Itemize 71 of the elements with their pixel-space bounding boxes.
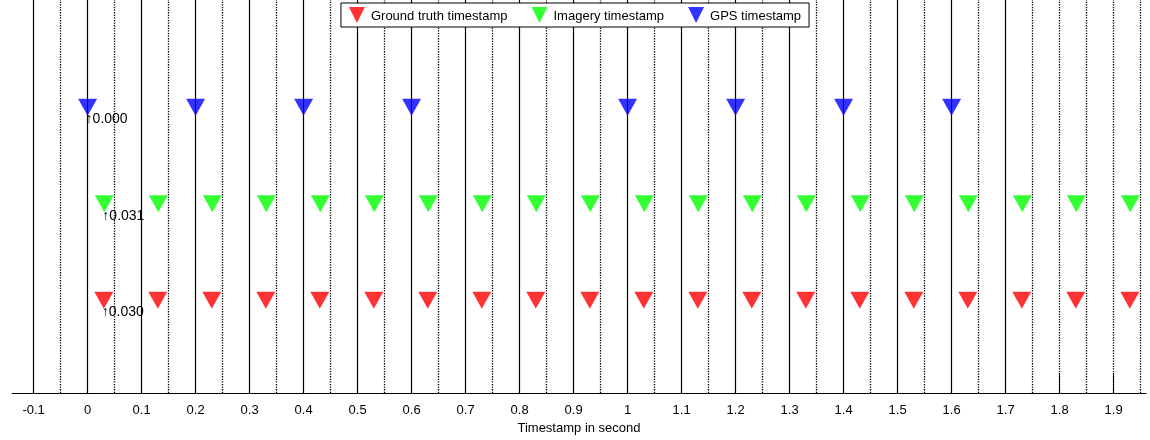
point	[958, 291, 978, 309]
point	[148, 195, 168, 213]
x-tick-label: 1.2	[726, 402, 745, 417]
x-axis-title: Timestamp in second	[517, 419, 641, 435]
x-tick-label: 0.9	[564, 402, 583, 417]
point	[186, 98, 206, 116]
point	[618, 98, 638, 116]
point	[256, 195, 276, 213]
x-tick-label: 1.9	[1104, 402, 1123, 417]
x-tick-label: 0.3	[240, 402, 259, 417]
point	[418, 291, 438, 309]
point	[310, 195, 330, 213]
point	[148, 291, 168, 309]
point	[1012, 291, 1032, 309]
point	[942, 98, 962, 116]
point	[958, 195, 978, 213]
legend-label: Ground truth timestamp	[370, 7, 508, 23]
x-tick-label: 0.2	[186, 402, 205, 417]
point	[1120, 195, 1140, 213]
x-tick-label: 0.1	[132, 402, 151, 417]
x-tick-label: 1.5	[888, 402, 907, 417]
point	[1012, 195, 1032, 213]
point	[742, 195, 762, 213]
x-tick-label: 0.4	[294, 402, 313, 417]
point	[256, 291, 276, 309]
point	[742, 291, 762, 309]
point	[402, 98, 422, 116]
legend-label: Imagery timestamp	[553, 7, 665, 23]
point	[688, 195, 708, 213]
x-tick-label: 1.6	[942, 402, 961, 417]
point	[834, 98, 854, 116]
point	[688, 291, 708, 309]
x-tick-label: 1.8	[1050, 402, 1069, 417]
point	[526, 291, 546, 309]
x-tick-label: 1.1	[672, 402, 691, 417]
point	[1120, 291, 1140, 309]
point	[634, 195, 654, 213]
x-tick-label: 0	[83, 402, 92, 417]
x-tick-label: 1	[623, 402, 632, 417]
point	[202, 195, 222, 213]
x-tick-label: 1.7	[996, 402, 1015, 417]
point	[310, 291, 330, 309]
point	[202, 291, 222, 309]
point	[472, 195, 492, 213]
point	[580, 291, 600, 309]
x-tick-label: 0.5	[348, 402, 367, 417]
annotation: ↑0.000	[85, 110, 128, 127]
point	[472, 291, 492, 309]
point	[796, 291, 816, 309]
point	[850, 291, 870, 309]
x-tick-label: 0.8	[510, 402, 529, 417]
x-tick-label: 1.4	[834, 402, 853, 417]
point	[580, 195, 600, 213]
point	[364, 291, 384, 309]
x-tick-label: 0.6	[402, 402, 421, 417]
point	[850, 195, 870, 213]
x-tick-label: 1.3	[780, 402, 799, 417]
point	[1066, 195, 1086, 213]
point	[904, 291, 924, 309]
x-tick-label: 0.7	[456, 402, 475, 417]
point	[364, 195, 384, 213]
legend-label: GPS timestamp	[710, 7, 802, 23]
point	[294, 98, 314, 116]
point	[634, 291, 654, 309]
point	[1066, 291, 1086, 309]
point	[796, 195, 816, 213]
point	[726, 98, 746, 116]
point	[904, 195, 924, 213]
point	[418, 195, 438, 213]
x-tick-label: -0.1	[22, 402, 45, 417]
point	[526, 195, 546, 213]
